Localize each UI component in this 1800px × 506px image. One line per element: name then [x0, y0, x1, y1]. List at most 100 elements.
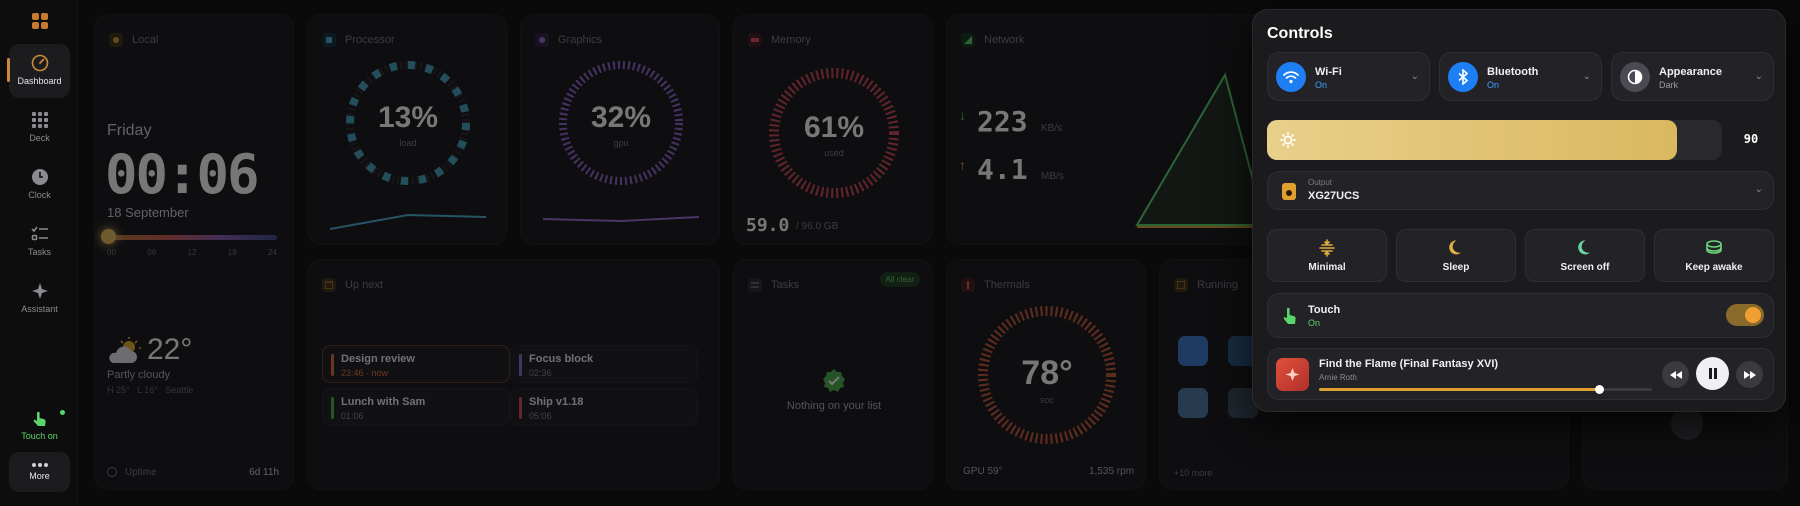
touch-toggle-button[interactable]: Touch on: [9, 400, 70, 446]
card-header: Tasks: [748, 278, 799, 292]
chevron-down-icon[interactable]: ⌄: [1582, 71, 1591, 82]
sidebar-item-dashboard[interactable]: Dashboard: [7, 44, 70, 98]
mode-label: Keep awake: [1685, 262, 1743, 273]
more-icon: [31, 463, 48, 467]
event-time: 23:46 · now: [341, 368, 389, 378]
sidebar-item-label: Tasks: [27, 247, 51, 257]
partly-cloudy-icon: [109, 337, 141, 363]
processor-card: Processor 13% load: [307, 14, 507, 245]
download-value: 223: [977, 105, 1028, 138]
touch-label: Touch: [1308, 304, 1341, 316]
track-progress-fill: [1319, 388, 1599, 391]
hour-tick: 18: [227, 248, 237, 257]
event-name: Ship v1.18: [529, 396, 584, 408]
card-title: Memory: [771, 34, 811, 46]
chevron-down-icon[interactable]: ⌄: [1410, 71, 1419, 82]
gpu-icon: [535, 33, 549, 47]
mode-keep-awake-button[interactable]: Keep awake: [1654, 229, 1774, 282]
memory-icon: [748, 33, 762, 47]
clock-time: 00:06: [105, 143, 260, 206]
moon-icon: [1578, 240, 1590, 255]
windows-icon: [1174, 278, 1188, 292]
grid-icon: [31, 112, 48, 128]
local-card: Local Friday 00:06 18 September 00 06 12 18…: [94, 14, 294, 490]
pause-icon: [1671, 408, 1703, 440]
mode-sleep-button[interactable]: Sleep: [1396, 229, 1516, 282]
mode-minimal-button[interactable]: Minimal: [1267, 229, 1387, 282]
upload-arrow-icon: ↑: [959, 157, 966, 173]
fast-forward-icon: [1743, 370, 1756, 379]
check-badge-icon: [823, 369, 845, 392]
download-arrow-icon: ↓: [959, 107, 966, 123]
rewind-icon: [1669, 370, 1682, 379]
track-artist: Arnie Roth: [1319, 373, 1357, 382]
thermometer-icon: [961, 278, 975, 292]
sidebar-item-assistant[interactable]: Assistant: [9, 272, 70, 326]
event-time: 02:36: [529, 368, 552, 378]
memory-total: / 96.0 GB: [796, 221, 839, 232]
sidebar-item-clock[interactable]: Clock: [9, 158, 70, 212]
more-button[interactable]: More: [9, 452, 70, 492]
thermal-value: 78°: [1021, 354, 1073, 392]
speaker-icon: [1282, 183, 1296, 200]
chip-icon: [322, 33, 336, 47]
event-name: Lunch with Sam: [341, 396, 426, 408]
rewind-button[interactable]: [1662, 361, 1689, 388]
card-title: Processor: [345, 34, 395, 46]
sidebar-item-deck[interactable]: Deck: [9, 101, 70, 155]
cpu-ring: [346, 61, 470, 185]
sidebar-item-tasks[interactable]: Tasks: [9, 215, 70, 269]
event-item[interactable]: Ship v1.18 05:06: [510, 388, 698, 426]
brightness-fill: [1267, 120, 1677, 160]
card-header: Processor: [322, 33, 395, 47]
status-badge: All clear: [879, 272, 920, 287]
compress-icon: [1319, 239, 1335, 257]
panel-title: Controls: [1267, 25, 1333, 42]
upnext-card: Up next Design review 23:46 · now Focus bl…: [307, 259, 720, 490]
bluetooth-icon: [1448, 62, 1478, 92]
hour-tick: 00: [107, 248, 116, 257]
wifi-icon: [1276, 62, 1306, 92]
mode-screen-off-button[interactable]: Screen off: [1525, 229, 1645, 282]
weather-condition: Partly cloudy: [107, 369, 170, 381]
app-icon[interactable]: [1178, 388, 1208, 418]
card-title: Thermals: [984, 279, 1030, 291]
date-label: 18 September: [107, 205, 189, 220]
now-playing: Find the Flame (Final Fantasy XVI) Arnie…: [1267, 348, 1774, 400]
card-header: Graphics: [535, 33, 602, 47]
pause-button[interactable]: [1696, 357, 1729, 390]
chevron-down-icon[interactable]: ⌄: [1754, 71, 1763, 82]
card-title: Up next: [345, 279, 383, 291]
touch-state: On: [1308, 318, 1321, 328]
day-progress-bar: [107, 235, 277, 240]
fast-forward-button[interactable]: [1736, 361, 1763, 388]
wifi-state: On: [1315, 80, 1328, 90]
empty-message: Nothing on your list: [786, 400, 882, 412]
card-header: Up next: [322, 278, 383, 292]
event-item[interactable]: Focus block 02:36: [510, 345, 698, 383]
appearance-label: Appearance: [1659, 66, 1722, 78]
event-item[interactable]: Design review 23:46 · now: [322, 345, 510, 383]
track-progress[interactable]: [1319, 385, 1652, 394]
track-title: Find the Flame (Final Fantasy XVI): [1319, 358, 1499, 370]
wifi-toggle[interactable]: Wi-Fi On ⌄: [1267, 52, 1430, 101]
track-progress-knob[interactable]: [1594, 385, 1604, 394]
hour-tick: 24: [268, 248, 277, 257]
gauge-icon: [31, 54, 48, 72]
output-device: XG27UCS: [1308, 190, 1360, 202]
chevron-down-icon[interactable]: ⌄: [1754, 184, 1763, 195]
gpu-value: 32%: [590, 101, 652, 134]
gpu-sparkline: [542, 216, 700, 223]
bluetooth-toggle[interactable]: Bluetooth On ⌄: [1439, 52, 1602, 101]
sidebar-item-label: Clock: [28, 190, 51, 200]
output-select[interactable]: Output XG27UCS ⌄: [1267, 171, 1774, 210]
status-dot: [60, 410, 65, 415]
appearance-toggle[interactable]: Appearance Dark ⌄: [1611, 52, 1774, 101]
uptime-value: 6d 11h: [249, 467, 279, 478]
app-icon[interactable]: [1178, 336, 1208, 366]
event-color-bar: [331, 354, 334, 376]
album-art: [1276, 358, 1309, 391]
touch-switch[interactable]: [1726, 304, 1764, 326]
event-item[interactable]: Lunch with Sam 01:06: [322, 388, 510, 426]
brightness-slider[interactable]: [1267, 120, 1722, 160]
